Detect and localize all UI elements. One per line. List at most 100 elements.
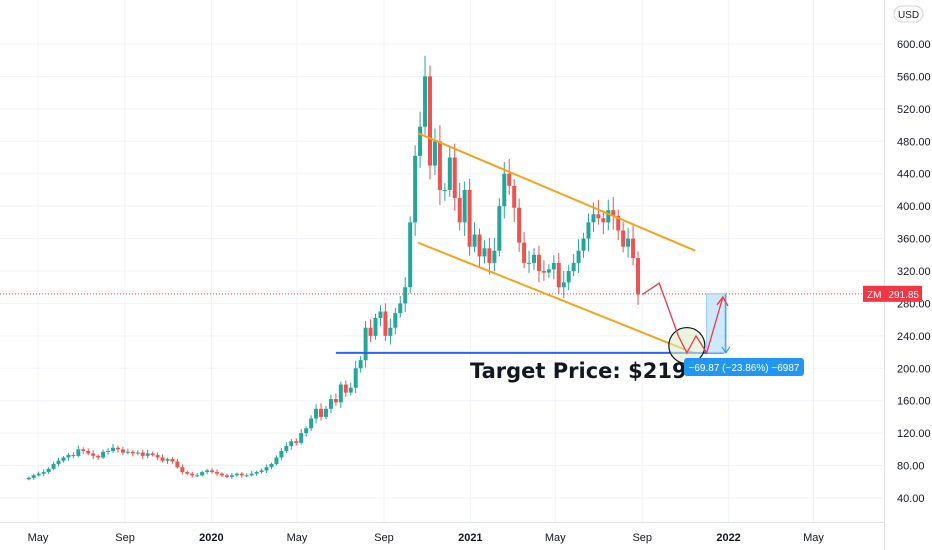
candle-body <box>125 451 130 453</box>
y-tick-label: 200.00 <box>897 363 931 375</box>
candle-body <box>71 455 76 457</box>
y-tick-label: 120.00 <box>897 428 931 440</box>
candle-body <box>591 214 596 223</box>
candle-body <box>472 234 477 247</box>
candle-body <box>452 157 457 199</box>
candle-body <box>333 399 338 403</box>
candle-body <box>279 450 284 458</box>
candle-body <box>497 206 502 251</box>
candle-body <box>130 451 135 454</box>
candle-body <box>413 155 418 223</box>
candle-body <box>403 287 408 304</box>
candle-body <box>26 477 31 480</box>
price-axis[interactable]: 600.00 560.00 520.00 480.00 440.00 400.00 360.… <box>884 0 931 550</box>
candle-body <box>319 408 324 417</box>
candle-body <box>566 271 571 283</box>
candle-body <box>96 455 101 458</box>
candle-body <box>427 76 432 166</box>
candle-body <box>170 459 175 462</box>
candle-body <box>512 185 517 208</box>
candle-body <box>219 473 224 476</box>
candle-body <box>432 141 437 166</box>
candle-body <box>140 452 145 456</box>
candle-body <box>522 242 527 263</box>
candle-body <box>517 207 522 243</box>
candle-body <box>274 457 279 464</box>
channel-upper-line <box>417 132 696 252</box>
candle-body <box>244 475 249 477</box>
candle-body <box>289 441 294 447</box>
candle-body <box>101 451 106 458</box>
candle-body <box>234 473 239 476</box>
candle-body <box>328 399 333 409</box>
candle-body <box>190 473 195 476</box>
candle-body <box>200 472 205 476</box>
candle-body <box>383 311 388 336</box>
candle-body <box>457 198 462 223</box>
candle-body <box>338 384 343 403</box>
candle-body <box>165 459 170 461</box>
candle-body <box>631 238 636 259</box>
candle-body <box>56 460 61 464</box>
candle-body <box>269 463 274 468</box>
candle-body <box>195 475 200 477</box>
grid <box>0 0 884 522</box>
candle-body <box>106 450 111 452</box>
last-price-tag: ZM 291.85 <box>863 285 922 302</box>
candle-body <box>91 453 96 456</box>
candle-body <box>323 408 328 417</box>
candle-body <box>115 447 120 450</box>
candle-body <box>175 461 180 468</box>
candle-body <box>299 433 304 443</box>
x-tick-label: May <box>803 532 824 544</box>
x-tick-label: Sep <box>632 532 652 544</box>
y-tick-label: 320.00 <box>897 266 931 278</box>
measure-arrowhead <box>721 346 731 354</box>
candle-body <box>264 467 269 471</box>
candle-body <box>447 157 452 190</box>
candle-body <box>487 248 492 263</box>
candle-body <box>507 173 512 186</box>
candle-body <box>546 269 551 273</box>
candle-body <box>41 472 46 474</box>
candle-body <box>621 230 626 247</box>
candle-body <box>239 473 244 476</box>
x-tick-label: Sep <box>374 532 394 544</box>
symbol-label: ZM <box>867 290 881 301</box>
candle-body <box>46 468 51 473</box>
projected-arrowhead <box>716 295 729 307</box>
x-tick-label: 2020 <box>199 532 223 544</box>
candle-body <box>205 470 210 473</box>
candle-body <box>81 449 86 451</box>
candle-body <box>363 327 368 361</box>
candle-body <box>210 470 215 473</box>
x-tick-label: 2022 <box>716 532 740 544</box>
candle-body <box>586 222 591 239</box>
candle-body <box>66 455 71 458</box>
x-tick-label: Sep <box>115 532 135 544</box>
currency-badge[interactable]: USD <box>893 5 924 23</box>
candle-body <box>86 450 91 454</box>
candle-body <box>348 387 353 393</box>
candle-body <box>626 238 631 247</box>
candle-body <box>294 441 299 443</box>
candle-body <box>31 475 36 478</box>
candle-body <box>616 215 621 231</box>
candle-body <box>442 189 447 191</box>
candle-body <box>36 473 41 476</box>
candle-body <box>373 318 378 336</box>
candle-body <box>249 473 254 476</box>
candle-body <box>606 210 611 223</box>
candle-body <box>224 475 229 477</box>
candle-body <box>185 472 190 474</box>
candle-body <box>467 189 472 247</box>
y-tick-label: 360.00 <box>897 234 931 246</box>
candle-body <box>581 238 586 251</box>
candle-body <box>482 248 487 257</box>
candle-body <box>388 327 393 336</box>
candle-body <box>309 418 314 429</box>
candle-body <box>145 453 150 456</box>
x-tick-label: May <box>28 532 49 544</box>
candle-body <box>368 327 373 336</box>
